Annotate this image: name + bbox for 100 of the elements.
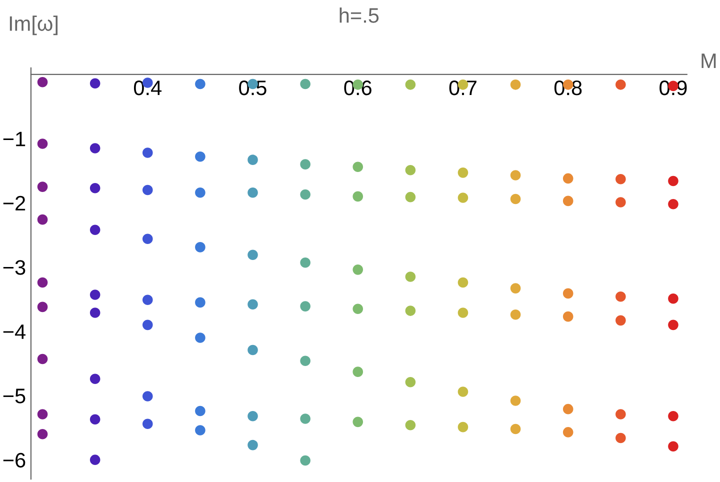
point — [248, 187, 258, 198]
point — [510, 194, 521, 204]
point — [300, 189, 310, 200]
point — [510, 424, 521, 434]
x-axis-title: M — [702, 54, 716, 68]
y-tick-label: −6 — [3, 452, 26, 468]
point — [510, 170, 521, 180]
point — [616, 174, 626, 184]
point — [668, 176, 678, 186]
point — [90, 78, 100, 89]
x-tick-label: 0.5 — [239, 80, 266, 96]
point — [405, 80, 416, 90]
point — [90, 454, 100, 465]
y-tick-label: −5 — [3, 388, 26, 404]
point — [510, 396, 521, 406]
point — [248, 154, 258, 165]
point — [562, 196, 574, 206]
point — [195, 425, 206, 436]
point — [300, 455, 310, 466]
point — [37, 277, 48, 288]
point — [142, 148, 153, 158]
point — [352, 162, 364, 172]
chart-title: h=.5 — [340, 8, 379, 23]
point — [668, 199, 678, 210]
point — [248, 344, 258, 356]
point — [142, 294, 153, 306]
point — [90, 290, 100, 300]
point — [668, 293, 678, 304]
point — [37, 409, 48, 420]
point — [458, 277, 468, 288]
x-tick-label: 0.8 — [554, 80, 582, 96]
x-tick-label: 0.7 — [449, 80, 476, 96]
point — [195, 187, 206, 198]
point — [616, 197, 626, 208]
point — [195, 78, 206, 90]
point — [37, 138, 48, 149]
point — [37, 76, 48, 88]
point — [352, 304, 364, 314]
point — [195, 297, 206, 308]
point — [37, 302, 48, 312]
point — [352, 264, 364, 275]
point — [248, 440, 258, 450]
point — [510, 283, 521, 294]
point — [248, 411, 258, 422]
point — [405, 306, 416, 316]
point — [458, 168, 468, 178]
point — [90, 374, 100, 384]
point — [195, 332, 206, 343]
point — [562, 427, 574, 438]
point — [616, 292, 626, 302]
point — [142, 391, 153, 402]
point — [300, 257, 310, 268]
point — [195, 242, 206, 252]
y-axis-title: Im[ω] — [10, 16, 58, 36]
point — [405, 420, 416, 430]
point — [300, 301, 310, 312]
point — [248, 299, 258, 310]
point — [352, 191, 364, 202]
y-tick-label: −1 — [3, 132, 26, 146]
point — [142, 234, 153, 244]
point — [562, 404, 574, 414]
point — [300, 356, 310, 366]
point — [405, 376, 416, 388]
point — [90, 308, 100, 318]
point — [90, 143, 100, 154]
point — [458, 192, 468, 203]
point — [37, 354, 48, 364]
point — [616, 315, 626, 326]
point — [562, 173, 574, 184]
point — [300, 414, 310, 424]
y-tick-label: −4 — [3, 324, 26, 339]
point — [458, 422, 468, 432]
point — [352, 366, 364, 377]
point — [195, 406, 206, 416]
point — [248, 250, 258, 260]
point — [90, 414, 100, 425]
point — [510, 310, 521, 320]
point — [405, 164, 416, 176]
point — [405, 272, 416, 282]
point — [616, 432, 626, 444]
x-tick-label: 0.4 — [134, 80, 162, 96]
point — [616, 409, 626, 420]
point — [405, 192, 416, 202]
point — [37, 428, 48, 440]
point — [510, 80, 521, 90]
point — [352, 416, 364, 428]
point — [90, 182, 100, 194]
y-tick-label: −3 — [3, 260, 26, 275]
point — [142, 418, 153, 430]
x-tick-label: 0.6 — [344, 80, 372, 96]
point — [668, 411, 678, 422]
point — [37, 182, 48, 192]
point — [195, 151, 206, 162]
point — [668, 320, 678, 330]
point — [90, 224, 100, 235]
point — [300, 78, 310, 90]
point — [37, 214, 48, 225]
point — [458, 386, 468, 397]
point — [562, 311, 574, 322]
point — [300, 159, 310, 170]
